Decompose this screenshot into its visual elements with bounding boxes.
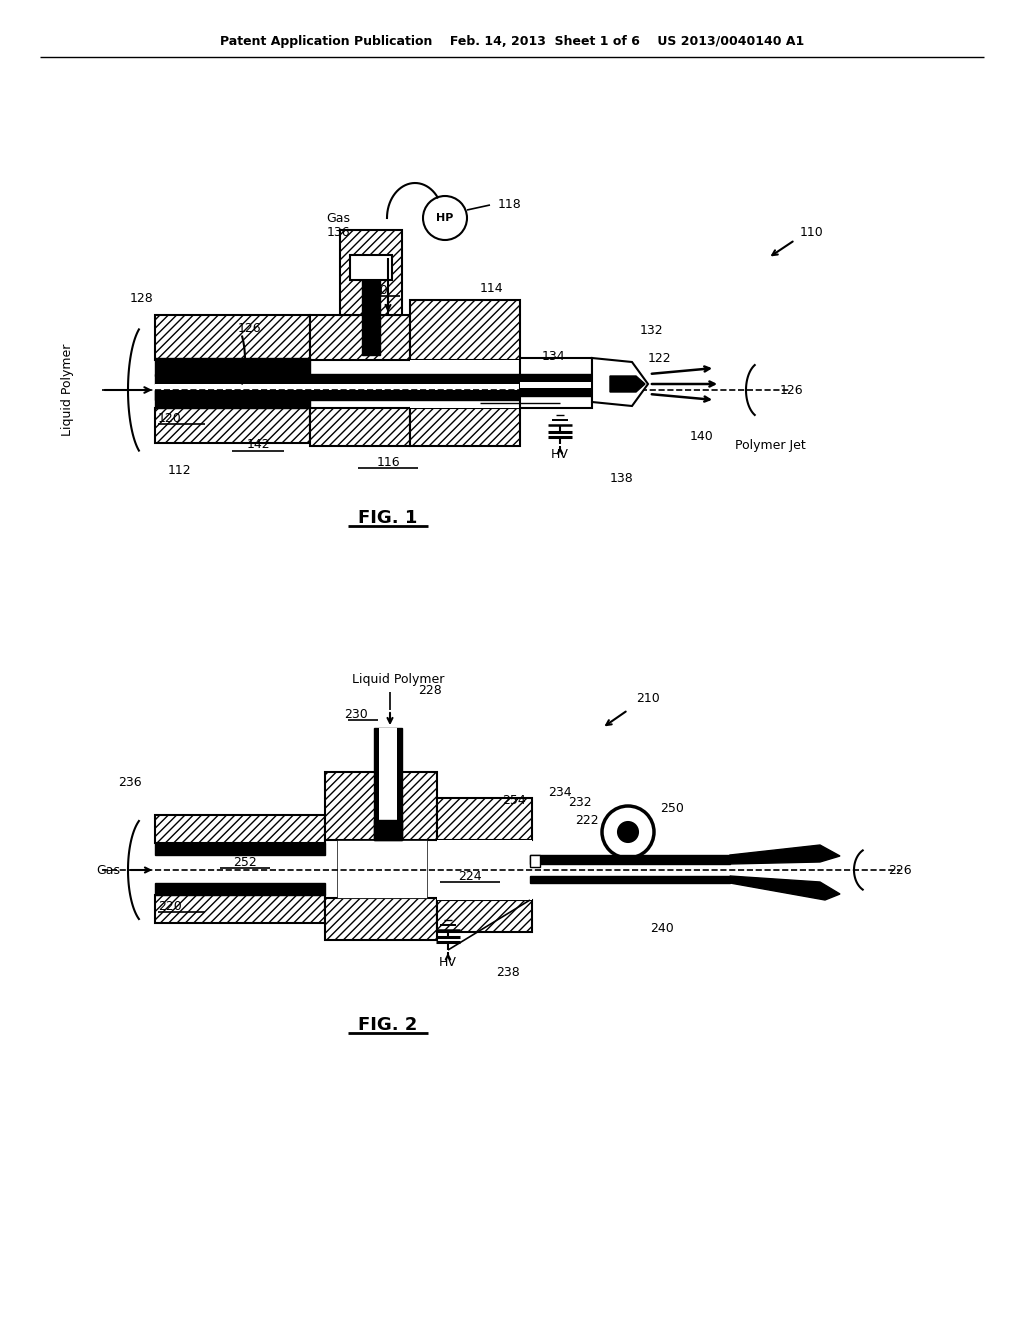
Bar [325,772,437,840]
Text: 224: 224 [458,870,482,883]
Bar [374,820,402,840]
Bar [155,374,525,384]
Bar [155,855,325,883]
Bar [155,883,325,895]
Text: 124: 124 [500,392,520,403]
Bar [520,374,620,381]
Text: 130: 130 [365,284,388,297]
Bar [527,380,537,388]
Bar [410,300,520,360]
Text: 220: 220 [158,899,181,912]
Text: 134: 134 [542,350,565,363]
Bar [325,898,437,940]
Text: HV: HV [439,956,457,969]
Bar [155,315,310,360]
Bar [530,855,540,867]
Bar [410,360,520,408]
Bar [155,814,325,843]
Bar [410,408,520,446]
Bar [310,315,410,360]
Text: 210: 210 [636,692,659,705]
Text: 140: 140 [690,429,714,442]
Text: 122: 122 [648,351,672,364]
Text: Liquid Polymer: Liquid Polymer [352,673,444,686]
Bar [520,388,620,396]
Text: 128: 128 [130,292,154,305]
Text: 238: 238 [496,965,520,978]
Bar [530,855,730,865]
Bar [155,389,310,408]
Text: 114: 114 [480,281,504,294]
Bar [155,843,325,855]
Bar [155,384,525,389]
Text: 230: 230 [344,708,368,721]
Text: 120: 120 [158,412,181,425]
Text: Gas: Gas [96,863,120,876]
Text: Patent Application Publication    Feb. 14, 2013  Sheet 1 of 6    US 2013/0040140: Patent Application Publication Feb. 14, … [220,36,804,49]
Polygon shape [610,376,645,392]
Bar [155,389,525,400]
Text: 126: 126 [780,384,804,396]
Text: Gas: Gas [326,211,350,224]
Text: FIG. 2: FIG. 2 [358,1016,418,1034]
Bar [379,729,397,840]
Bar [520,358,592,408]
Polygon shape [730,845,840,865]
Text: 118: 118 [498,198,522,210]
Text: 136: 136 [327,226,350,239]
Text: 254: 254 [502,793,526,807]
Bar [437,900,532,932]
Text: 226: 226 [888,863,911,876]
Text: 252: 252 [233,855,257,869]
Bar [155,895,325,923]
Text: 232: 232 [568,796,592,809]
Bar [530,876,730,883]
Text: 138: 138 [610,471,634,484]
Text: 126: 126 [238,322,261,334]
Text: 250: 250 [660,801,684,814]
Polygon shape [592,358,648,407]
Bar [155,376,310,389]
Bar [310,408,410,446]
Text: 132: 132 [640,323,664,337]
Text: 142: 142 [246,438,269,451]
Text: 236: 236 [119,776,142,788]
Circle shape [618,822,638,842]
Text: 228: 228 [418,684,441,697]
Bar [437,799,532,840]
Bar [155,358,310,376]
Text: 222: 222 [575,813,599,826]
Bar [350,255,392,280]
Text: Polymer Jet: Polymer Jet [735,440,806,453]
Text: 234: 234 [548,787,571,800]
Text: 240: 240 [650,921,674,935]
Bar [437,840,532,900]
Text: 110: 110 [800,226,823,239]
Bar [362,280,380,355]
Bar [337,840,427,898]
Text: Liquid Polymer: Liquid Polymer [61,343,75,436]
Text: 116: 116 [376,455,399,469]
Text: HP: HP [436,213,454,223]
Text: 112: 112 [168,463,191,477]
Bar [155,408,310,444]
Bar [340,230,402,315]
Bar [520,381,620,388]
Polygon shape [730,876,840,900]
Text: FIG. 1: FIG. 1 [358,510,418,527]
Bar [374,729,402,840]
Text: HV: HV [551,449,569,462]
